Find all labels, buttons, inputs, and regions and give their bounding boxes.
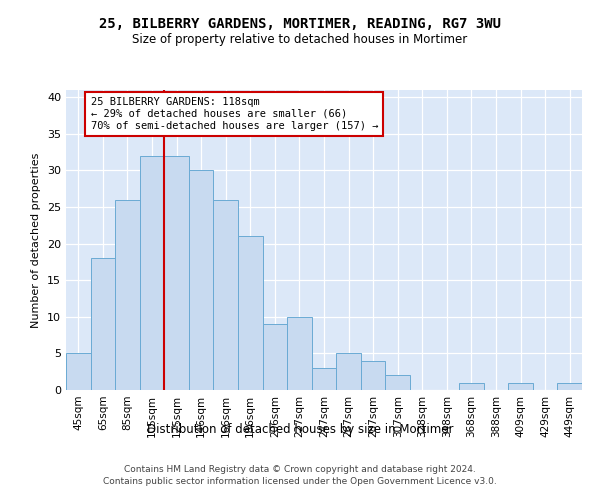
Bar: [361, 360, 385, 390]
Bar: [459, 382, 484, 390]
Bar: [115, 200, 140, 390]
Bar: [557, 382, 582, 390]
Bar: [312, 368, 336, 390]
Text: Size of property relative to detached houses in Mortimer: Size of property relative to detached ho…: [133, 32, 467, 46]
Bar: [66, 354, 91, 390]
Text: 25 BILBERRY GARDENS: 118sqm
← 29% of detached houses are smaller (66)
70% of sem: 25 BILBERRY GARDENS: 118sqm ← 29% of det…: [91, 98, 378, 130]
Y-axis label: Number of detached properties: Number of detached properties: [31, 152, 41, 328]
Text: Distribution of detached houses by size in Mortimer: Distribution of detached houses by size …: [147, 422, 453, 436]
Text: 25, BILBERRY GARDENS, MORTIMER, READING, RG7 3WU: 25, BILBERRY GARDENS, MORTIMER, READING,…: [99, 18, 501, 32]
Bar: [238, 236, 263, 390]
Bar: [287, 317, 312, 390]
Bar: [508, 382, 533, 390]
Bar: [214, 200, 238, 390]
Bar: [91, 258, 115, 390]
Bar: [336, 354, 361, 390]
Bar: [385, 376, 410, 390]
Bar: [164, 156, 189, 390]
Bar: [263, 324, 287, 390]
Text: Contains public sector information licensed under the Open Government Licence v3: Contains public sector information licen…: [103, 478, 497, 486]
Bar: [140, 156, 164, 390]
Text: Contains HM Land Registry data © Crown copyright and database right 2024.: Contains HM Land Registry data © Crown c…: [124, 465, 476, 474]
Bar: [189, 170, 214, 390]
